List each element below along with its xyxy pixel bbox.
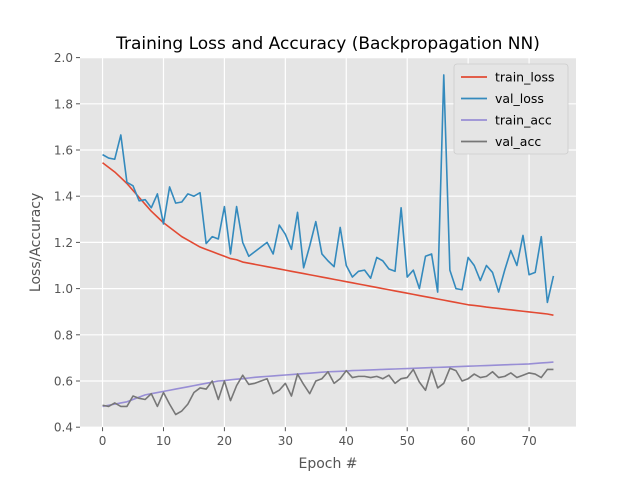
- x-tick-label: 50: [400, 434, 415, 448]
- y-tick-label: 1.2: [54, 236, 73, 250]
- y-axis-label: Loss/Accuracy: [28, 193, 44, 292]
- series-line-val_loss: [102, 74, 555, 304]
- x-tick-label: 60: [461, 434, 476, 448]
- x-tick-label: 10: [156, 434, 171, 448]
- legend-label: train_acc: [495, 113, 552, 128]
- y-tick-label: 1.6: [54, 144, 73, 158]
- y-tick-label: 1.4: [54, 190, 73, 204]
- y-tick-label: 1.0: [54, 282, 73, 296]
- series-lines: [102, 74, 555, 416]
- legend-label: val_acc: [495, 134, 541, 149]
- series-line-val_acc: [102, 367, 554, 416]
- legend-label: val_loss: [495, 91, 544, 106]
- y-tick-label: 2.0: [54, 51, 73, 65]
- x-tick-label: 40: [339, 434, 354, 448]
- y-tick-label: 0.8: [54, 328, 73, 342]
- x-tick-label: 20: [217, 434, 232, 448]
- chart-title: Training Loss and Accuracy (Backpropagat…: [115, 34, 540, 54]
- y-tick-label: 1.8: [54, 97, 73, 111]
- x-tick-label: 0: [99, 434, 107, 448]
- x-axis-label: Epoch #: [298, 456, 357, 472]
- y-tick-label: 0.6: [54, 375, 73, 389]
- legend: train_loss val_loss train_acc val_acc: [453, 63, 569, 155]
- series-line-train_loss: [102, 162, 554, 316]
- x-tick-label: 30: [278, 434, 293, 448]
- x-tick-label: 70: [521, 434, 536, 448]
- legend-box: [453, 63, 569, 155]
- y-tick-label: 0.4: [54, 421, 73, 435]
- axis-ticks: 0 10 20 30 40 50 60 70 0.4 0.6 0.8 1.0 1.2 1.4 1.6 1.8 2…: [54, 51, 537, 448]
- legend-label: train_loss: [495, 70, 555, 85]
